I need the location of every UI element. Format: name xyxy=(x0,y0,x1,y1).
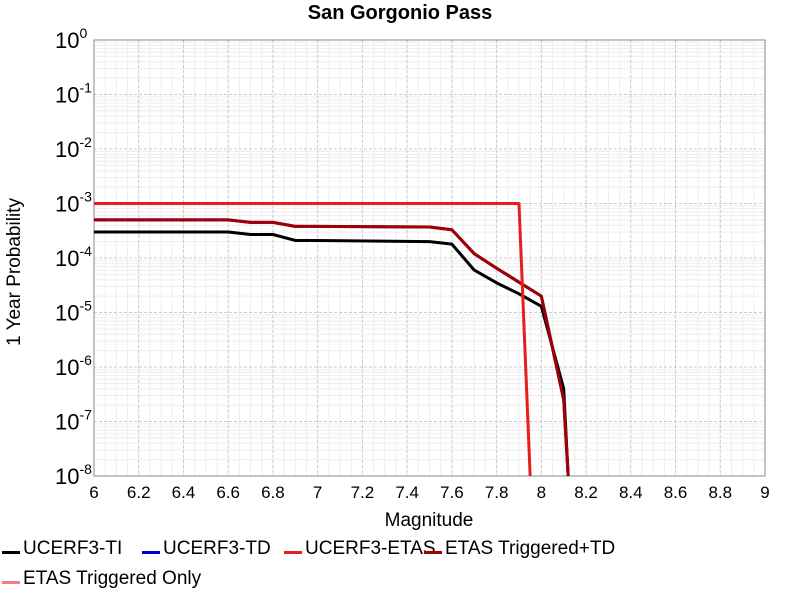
legend-item-etas-triggered-only: ETAS Triggered Only xyxy=(2,568,201,590)
x-tick-label: 6.6 xyxy=(216,483,240,502)
y-tick-label: 100 xyxy=(55,25,87,53)
legend-swatch-ucerf3-td xyxy=(142,550,160,554)
x-tick-label: 7.8 xyxy=(485,483,509,502)
y-tick-label: 10-4 xyxy=(55,243,92,271)
legend-item-ucerf3-etas: UCERF3-ETAS xyxy=(284,538,436,560)
y-tick-labels: 100 10-1 10-2 10-3 10-4 10-5 10-6 10-7 10-8 xyxy=(55,25,92,489)
x-tick-label: 7.6 xyxy=(440,483,464,502)
legend-item-ucerf3-ti: UCERF3-TI xyxy=(2,538,122,560)
y-tick-label: 10-6 xyxy=(55,352,92,380)
series-line-ucerf3-ti xyxy=(94,230,570,477)
x-tick-label: 8 xyxy=(537,483,546,502)
y-tick-label: 10-3 xyxy=(55,189,92,217)
series-line-etas-triggered-td xyxy=(94,218,570,477)
series-line-ucerf3-etas xyxy=(94,202,532,477)
y-tick-label: 10-8 xyxy=(55,461,92,489)
plot-area xyxy=(93,39,766,477)
x-tick-label: 6.4 xyxy=(172,483,196,502)
y-tick-label: 10-1 xyxy=(55,80,92,108)
x-tick-label: 6.2 xyxy=(127,483,151,502)
legend-swatch-etas-triggered-td xyxy=(424,550,442,554)
legend-label: UCERF3-ETAS xyxy=(305,538,436,559)
x-tick-label: 6.8 xyxy=(261,483,285,502)
x-tick-label: 8.2 xyxy=(574,483,598,502)
x-tick-label: 7.4 xyxy=(395,483,419,502)
x-axis-label: Magnitude xyxy=(385,510,474,531)
x-tick-label: 7 xyxy=(313,483,322,502)
x-tick-label: 8.8 xyxy=(708,483,732,502)
legend-item-ucerf3-td: UCERF3-TD xyxy=(142,538,271,560)
x-tick-label: 8.6 xyxy=(664,483,688,502)
y-tick-label: 10-2 xyxy=(55,134,92,162)
x-tick-label: 8.4 xyxy=(619,483,643,502)
series-layer xyxy=(94,202,570,477)
legend-label: ETAS Triggered+TD xyxy=(445,538,616,559)
x-tick-label: 9 xyxy=(760,483,769,502)
y-tick-label: 10-5 xyxy=(55,298,92,326)
legend-label: UCERF3-TI xyxy=(23,538,123,559)
legend-swatch-ucerf3-etas xyxy=(284,550,302,554)
x-tick-label: 6 xyxy=(89,483,98,502)
chart-title: San Gorgonio Pass xyxy=(308,2,492,24)
legend-swatch-ucerf3-ti xyxy=(2,550,20,554)
y-axis-label: 1 Year Probability xyxy=(4,198,25,346)
legend-swatch-etas-triggered-only xyxy=(2,580,20,584)
legend-label: ETAS Triggered Only xyxy=(23,568,202,589)
y-tick-label: 10-7 xyxy=(55,407,92,435)
legend: UCERF3-TI UCERF3-TD UCERF3-ETAS ETAS Tri… xyxy=(0,536,800,600)
legend-label: UCERF3-TD xyxy=(163,538,271,559)
legend-item-etas-triggered-td: ETAS Triggered+TD xyxy=(424,538,615,560)
x-tick-label: 7.2 xyxy=(351,483,375,502)
x-tick-labels: 6 6.2 6.4 6.6 6.8 7 7.2 7.4 7.6 7.8 8 8.2 8.4 8.6 8.8 9 xyxy=(89,483,769,502)
